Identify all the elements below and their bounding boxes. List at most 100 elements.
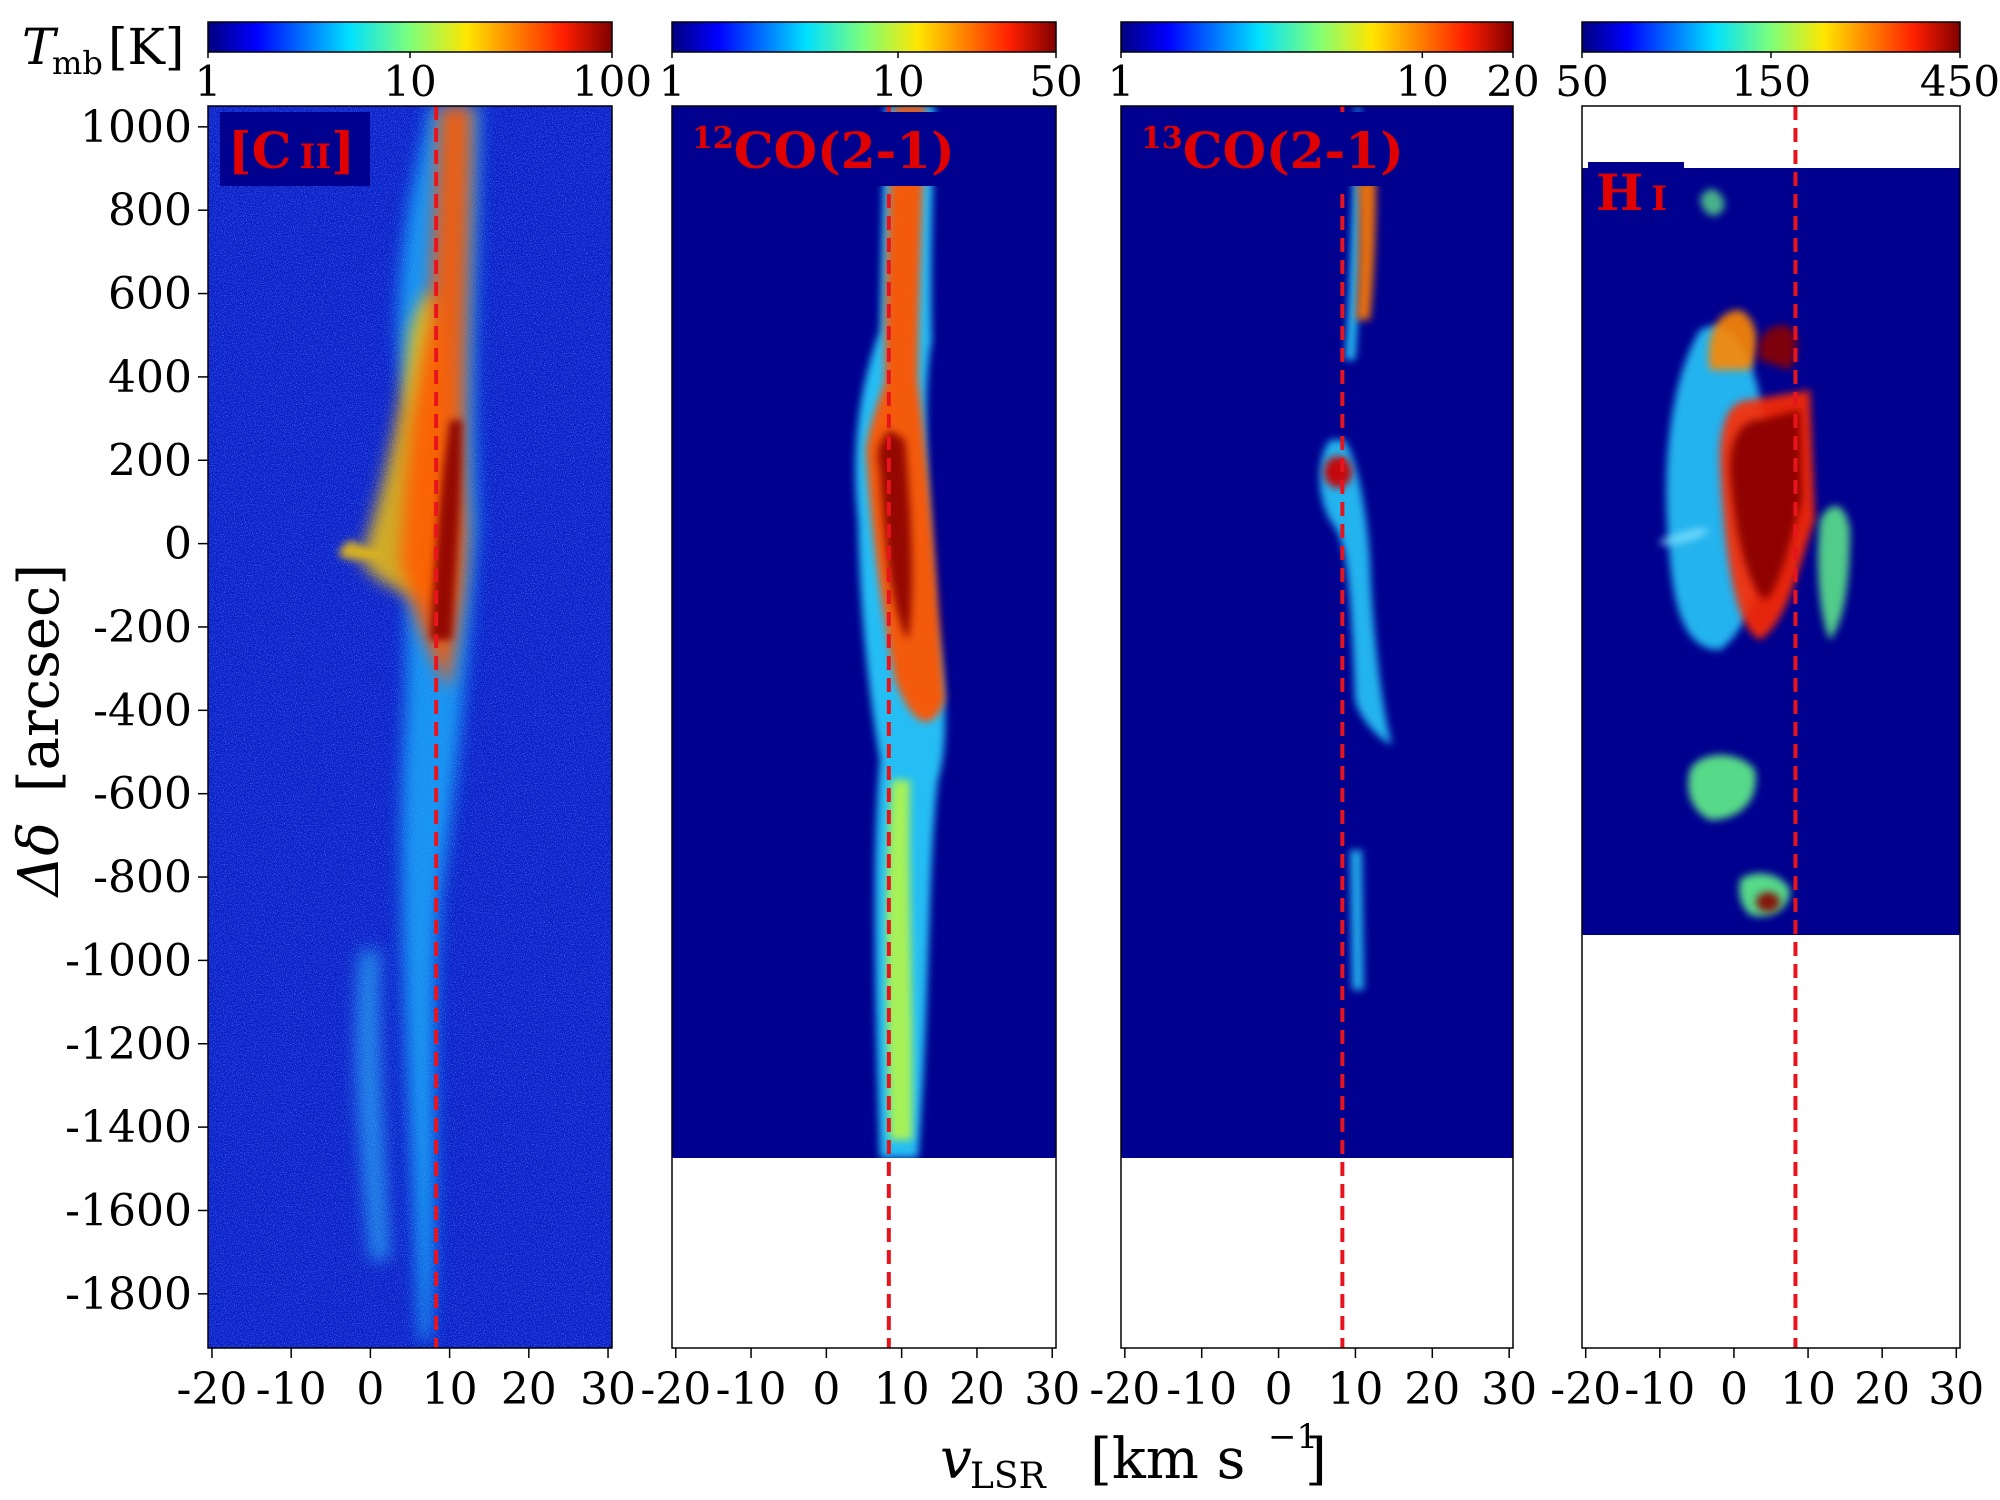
y-tick-label-1: 800 <box>108 185 192 236</box>
13co-cyan-low <box>1350 850 1364 990</box>
x-tick-label-cii-2: 0 <box>356 1364 384 1415</box>
panel-label-main-12co: CO(2-1) <box>734 121 955 180</box>
svg-text:Δδ [arcsec]: Δδ [arcsec] <box>7 564 72 898</box>
hi-green-side <box>1818 506 1850 640</box>
x-tick-label-cii-0: -20 <box>177 1364 248 1415</box>
panel-12co <box>672 106 1056 1348</box>
13co-red-clump <box>1324 456 1352 488</box>
hi-darkred-main <box>1730 410 1802 600</box>
x-tick-label-13co-3: 10 <box>1327 1364 1383 1415</box>
x-tick-label-hi-5: 30 <box>1928 1364 1984 1415</box>
colorbar-tick-label-hi-1: 150 <box>1731 57 1811 106</box>
panel-label-12co: 12CO(2-1) <box>684 112 955 186</box>
panel-12co-emission <box>855 106 946 1158</box>
y-axis-label-main: Δδ <box>7 822 72 898</box>
x-axis-label-sub: LSR <box>970 1456 1047 1497</box>
x-tick-label-12co-4: 20 <box>949 1364 1005 1415</box>
13co-cyan-mid <box>1319 440 1392 745</box>
overlay: -20 -10 0 10 20 30[C II]-20 -10 0 10 20 3012CO(2-1)… <box>65 102 1984 1415</box>
y-tick-label-9: -800 <box>93 852 192 903</box>
12co-orange-core <box>866 106 945 722</box>
x-axis-label: v LSR [km s −1 ] <box>940 1417 1327 1497</box>
cii-cyan-branch <box>355 950 390 1260</box>
colorbar-cii <box>207 21 613 53</box>
panel-13co <box>1121 106 1513 1348</box>
colorbar-label-unit: [K] <box>108 18 184 76</box>
x-tick-label-cii-5: 30 <box>580 1364 636 1415</box>
x-axis-label-main: v <box>940 1427 972 1492</box>
13co-orange-top <box>1356 180 1376 320</box>
frame-13co <box>1120 105 1514 1349</box>
frame-cii <box>207 105 613 1349</box>
x-axis-label-unit-exp: −1 <box>1268 1417 1318 1457</box>
colorbar-tick-label-hi-0: 50 <box>1555 57 1608 106</box>
colorbar-13co <box>1120 21 1514 53</box>
y-tick-label-2: 600 <box>108 269 192 320</box>
x-tick-label-12co-1: -10 <box>716 1364 787 1415</box>
x-tick-label-hi-3: 10 <box>1780 1364 1836 1415</box>
panel-label-13co: 13CO(2-1) <box>1133 112 1404 186</box>
x-axis-label-unit-open: [km s <box>1090 1427 1245 1492</box>
12co-yellow-ridge <box>886 780 913 1140</box>
colorbar-tick-label-12co-0: 1 <box>659 57 686 106</box>
x-tick-label-cii-4: 20 <box>501 1364 557 1415</box>
colorbars: 1 10 100 1 10 50 1 10 20 50 150 450 <box>195 21 2000 106</box>
colorbar-tick-label-cii-1: 10 <box>383 57 436 106</box>
colorbar-label-main: T <box>22 18 59 76</box>
cii-yellow-spur <box>339 540 380 560</box>
y-tick-label-0: 1000 <box>80 102 192 153</box>
y-tick-label-8: -600 <box>93 769 192 820</box>
panel-label-main-13co: CO(2-1) <box>1183 121 1404 180</box>
colorbar-tick-label-cii-2: 100 <box>572 57 652 106</box>
panel-label-roman-cii: II <box>299 137 331 177</box>
x-tick-label-cii-3: 10 <box>422 1364 478 1415</box>
y-axis-label-unit: [arcsec] <box>7 564 72 792</box>
hi-green-lower <box>1688 755 1756 820</box>
panel-label-sup-12co: 12 <box>692 121 734 156</box>
panel-label-box-12co <box>684 112 954 186</box>
x-tick-label-hi-4: 20 <box>1854 1364 1910 1415</box>
12co-darkred-core <box>878 430 912 640</box>
panel-label-box-cii <box>220 112 370 186</box>
colorbar-tick-label-13co-0: 1 <box>1108 57 1135 106</box>
y-axis-label: Δδ [arcsec] <box>7 564 72 898</box>
hi-cyan-streak <box>1660 528 1710 545</box>
y-tick-label-3: 400 <box>108 352 192 403</box>
hi-darkred-clump-upper <box>1758 325 1797 370</box>
panel-label-box-13co <box>1133 112 1403 186</box>
x-tick-label-12co-5: 30 <box>1024 1364 1080 1415</box>
hi-orange-clump <box>1708 310 1757 370</box>
panel-label-main-hi: H <box>1596 163 1643 222</box>
hi-darkred-bottom <box>1756 892 1780 912</box>
x-tick-label-12co-3: 10 <box>874 1364 930 1415</box>
panel-hi-emission <box>1660 189 1850 917</box>
x-tick-label-13co-1: -10 <box>1166 1364 1237 1415</box>
colorbar-label: T mb [K] <box>22 18 184 82</box>
y-tick-label-4: 200 <box>108 435 192 486</box>
x-tick-label-13co-0: -20 <box>1089 1364 1160 1415</box>
panel-label-cii: [C II] <box>220 112 370 186</box>
y-tick-label-12: -1400 <box>65 1102 192 1153</box>
panel-cii <box>208 106 612 1348</box>
panel-label-main-cii: [C <box>228 121 291 180</box>
panel-hi <box>1582 106 1960 1348</box>
panel-label-text-13co: 13CO(2-1) <box>1141 121 1404 180</box>
colorbar-tick-label-13co-2: 20 <box>1486 57 1539 106</box>
x-tick-label-13co-2: 0 <box>1265 1364 1293 1415</box>
hi-green-top <box>1700 189 1725 216</box>
x-tick-label-13co-5: 30 <box>1481 1364 1537 1415</box>
colorbar-tick-label-hi-2: 450 <box>1920 57 2000 106</box>
x-tick-label-hi-2: 0 <box>1720 1364 1748 1415</box>
x-axis-label-unit-close: ] <box>1305 1427 1327 1492</box>
panel-label-close-cii: ] <box>331 121 355 180</box>
colorbar-12co <box>671 21 1057 53</box>
panel-label-box-hi <box>1588 162 1684 228</box>
x-tick-label-cii-1: -10 <box>256 1364 327 1415</box>
y-tick-label-11: -1200 <box>65 1019 192 1070</box>
panel-label-text-cii: [C II] <box>228 121 355 180</box>
panel-13co-empty <box>1121 1158 1513 1348</box>
panel-label-text-12co: 12CO(2-1) <box>692 121 955 180</box>
x-tick-label-hi-1: -10 <box>1624 1364 1695 1415</box>
